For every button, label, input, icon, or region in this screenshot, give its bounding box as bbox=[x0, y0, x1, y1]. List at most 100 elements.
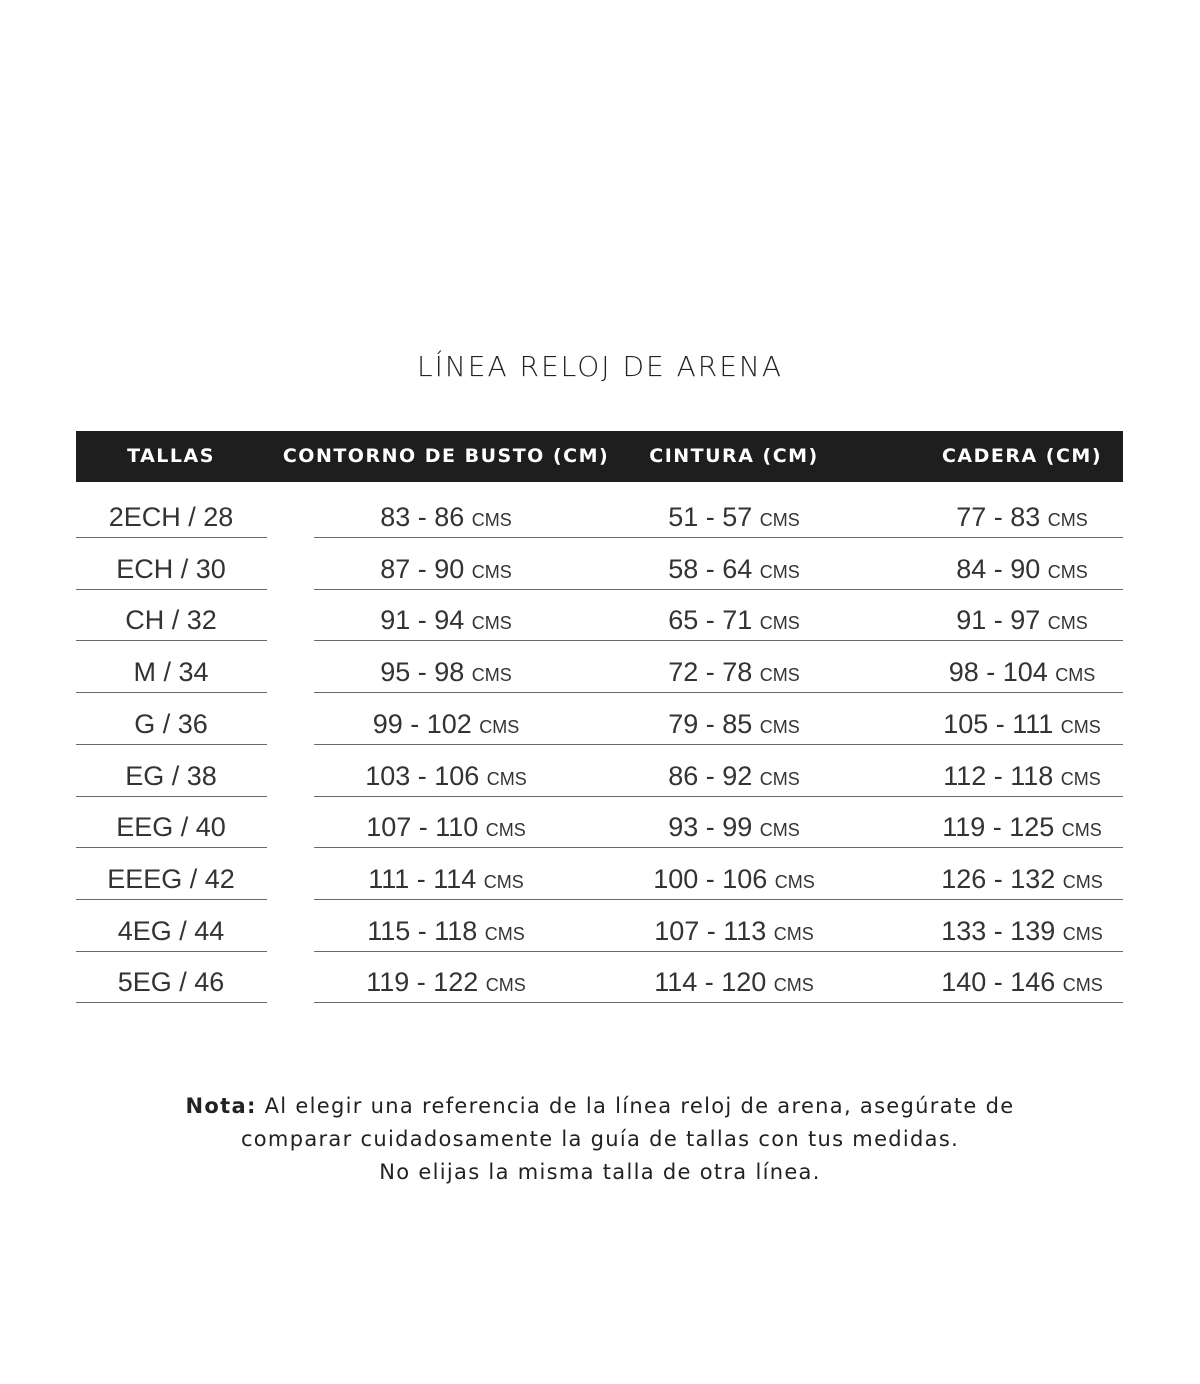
cell-value: 5EG / 46 bbox=[117, 967, 225, 998]
cell-hip: 105 - 111 CMS bbox=[943, 694, 1101, 746]
table-header: TALLAS CONTORNO DE BUSTO (CM) CINTURA (C… bbox=[76, 431, 1123, 482]
cell-value: 91 - 94 bbox=[380, 605, 465, 636]
table-row: CH / 32 91 - 94 CMS 65 - 71 CMS 91 - 97 CMS bbox=[0, 590, 1200, 642]
cell-waist: 72 - 78 CMS bbox=[668, 642, 800, 694]
cell-value: M / 34 bbox=[133, 657, 209, 688]
page-title: LÍNEA RELOJ DE ARENA bbox=[416, 350, 784, 383]
cell-value: 112 - 118 bbox=[943, 760, 1054, 791]
unit-label: CMS bbox=[1047, 561, 1088, 582]
table-row: 2ECH / 28 83 - 86 CMS 51 - 57 CMS 77 - 83 C… bbox=[0, 487, 1200, 539]
header-busto: CONTORNO DE BUSTO (CM) bbox=[282, 445, 610, 467]
cell-value: 77 - 83 bbox=[956, 502, 1041, 532]
unit-label: CMS bbox=[773, 975, 814, 996]
unit-label: CMS bbox=[1060, 768, 1101, 789]
row-divider bbox=[314, 847, 1123, 849]
table-row: EEG / 40 107 - 110 CMS 93 - 99 CMS 119 - 12… bbox=[0, 797, 1200, 849]
row-divider bbox=[76, 1002, 267, 1004]
unit-label: CMS bbox=[484, 923, 525, 944]
cell-value: 140 - 146 bbox=[941, 967, 1056, 998]
row-divider bbox=[76, 898, 267, 900]
unit-label: CMS bbox=[774, 871, 815, 892]
unit-label: CMS bbox=[1062, 871, 1103, 892]
unit-label: CMS bbox=[471, 561, 512, 582]
cell-value: 58 - 64 bbox=[668, 553, 753, 584]
cell-value: 107 - 113 bbox=[654, 915, 767, 946]
cell-size: M / 34 bbox=[133, 642, 208, 694]
unit-label: CMS bbox=[1062, 975, 1103, 996]
cell-hip: 119 - 125 CMS bbox=[942, 797, 1102, 849]
unit-label: CMS bbox=[759, 561, 800, 582]
cell-value: G / 36 bbox=[134, 708, 208, 739]
row-divider bbox=[314, 1002, 1123, 1004]
cell-value: EG / 38 bbox=[125, 760, 217, 791]
cell-hip: 84 - 90 CMS bbox=[956, 539, 1088, 591]
table-row: 4EG / 44 115 - 118 CMS 107 - 113 CMS 133 - … bbox=[0, 901, 1200, 953]
unit-label: CMS bbox=[485, 975, 526, 996]
cell-value: 100 - 106 bbox=[653, 863, 768, 894]
cell-hip: 126 - 132 CMS bbox=[941, 849, 1103, 901]
unit-label: CMS bbox=[759, 665, 800, 686]
cell-value: 107 - 110 bbox=[366, 812, 479, 843]
cell-waist: 86 - 92 CMS bbox=[668, 746, 800, 798]
row-divider bbox=[76, 537, 267, 538]
cell-bust: 103 - 106 CMS bbox=[365, 746, 527, 798]
header-cintura: CINTURA (CM) bbox=[649, 445, 819, 467]
cell-size: 2ECH / 28 bbox=[109, 487, 234, 539]
cell-size: 4EG / 44 bbox=[118, 901, 225, 953]
cell-value: 91 - 97 bbox=[956, 605, 1041, 636]
cell-hip: 112 - 118 CMS bbox=[943, 746, 1101, 798]
table-row: M / 34 95 - 98 CMS 72 - 78 CMS 98 - 104 CMS bbox=[0, 642, 1200, 694]
cell-value: 87 - 90 bbox=[380, 553, 465, 584]
cell-waist: 114 - 120 CMS bbox=[654, 952, 814, 1004]
cell-value: 98 - 104 bbox=[948, 657, 1048, 688]
unit-label: CMS bbox=[471, 613, 512, 634]
note-line-1: Al elegir una referencia de la línea rel… bbox=[256, 1094, 1015, 1118]
cell-bust: 83 - 86 CMS bbox=[380, 487, 512, 539]
note-line-3: No elijas la misma talla de otra línea. bbox=[379, 1160, 821, 1184]
cell-waist: 79 - 85 CMS bbox=[668, 694, 800, 746]
cell-bust: 91 - 94 CMS bbox=[380, 590, 512, 642]
cell-value: 72 - 78 bbox=[668, 657, 753, 688]
header-tallas: TALLAS bbox=[127, 445, 215, 467]
cell-value: EEEG / 42 bbox=[107, 863, 235, 894]
cell-value: 93 - 99 bbox=[668, 812, 753, 843]
cell-value: 119 - 125 bbox=[942, 812, 1055, 843]
unit-label: CMS bbox=[485, 820, 526, 841]
unit-label: CMS bbox=[759, 768, 800, 789]
cell-value: ECH / 30 bbox=[116, 553, 226, 584]
row-divider bbox=[314, 640, 1123, 642]
row-divider bbox=[76, 588, 267, 590]
unit-label: CMS bbox=[1061, 820, 1102, 841]
row-divider bbox=[76, 847, 267, 849]
cell-value: 111 - 114 bbox=[368, 863, 477, 894]
cell-hip: 140 - 146 CMS bbox=[941, 952, 1103, 1004]
unit-label: CMS bbox=[471, 665, 512, 686]
cell-value: 83 - 86 bbox=[380, 502, 465, 532]
cell-value: 115 - 118 bbox=[367, 915, 478, 946]
table-row: ECH / 30 87 - 90 CMS 58 - 64 CMS 84 - 90 CM… bbox=[0, 539, 1200, 591]
unit-label: CMS bbox=[486, 768, 527, 789]
cell-value: 2ECH / 28 bbox=[108, 502, 234, 532]
cell-size: EEG / 40 bbox=[116, 797, 226, 849]
cell-size: EG / 38 bbox=[125, 746, 217, 798]
unit-label: CMS bbox=[773, 923, 814, 944]
cell-hip: 133 - 139 CMS bbox=[941, 901, 1103, 953]
row-divider bbox=[314, 588, 1123, 590]
cell-value: CH / 32 bbox=[125, 605, 217, 636]
unit-label: CMS bbox=[1062, 923, 1103, 944]
note-line-2: comparar cuidadosamente la guía de talla… bbox=[240, 1127, 960, 1151]
row-divider bbox=[314, 795, 1123, 797]
row-divider bbox=[76, 743, 267, 745]
cell-size: 5EG / 46 bbox=[118, 952, 225, 1004]
cell-size: G / 36 bbox=[134, 694, 208, 746]
unit-label: CMS bbox=[759, 510, 800, 530]
cell-size: EEEG / 42 bbox=[107, 849, 235, 901]
cell-value: 133 - 139 bbox=[941, 915, 1056, 946]
note-label: Nota: bbox=[185, 1094, 257, 1118]
unit-label: CMS bbox=[759, 716, 800, 737]
row-divider bbox=[76, 795, 267, 797]
cell-value: 126 - 132 bbox=[941, 863, 1056, 894]
cell-size: CH / 32 bbox=[125, 590, 217, 642]
cell-waist: 93 - 99 CMS bbox=[668, 797, 800, 849]
unit-label: CMS bbox=[471, 510, 512, 530]
